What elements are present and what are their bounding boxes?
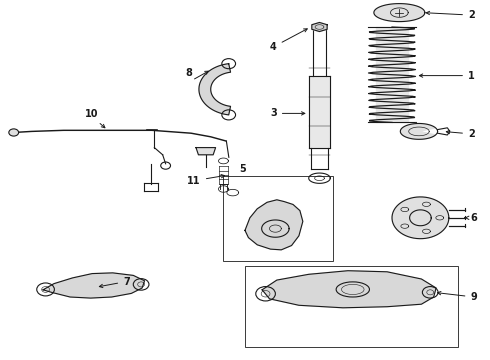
Text: 4: 4 <box>270 29 307 52</box>
Polygon shape <box>199 64 230 115</box>
Polygon shape <box>312 22 327 32</box>
Polygon shape <box>43 273 145 298</box>
Text: 3: 3 <box>270 108 305 118</box>
Polygon shape <box>262 271 436 308</box>
Text: 11: 11 <box>187 175 224 186</box>
Polygon shape <box>400 123 436 139</box>
Text: 7: 7 <box>99 276 130 288</box>
Text: 2: 2 <box>446 129 475 139</box>
Text: 1: 1 <box>419 71 475 81</box>
Text: 9: 9 <box>438 292 477 302</box>
Polygon shape <box>245 200 303 250</box>
Text: 10: 10 <box>85 109 99 119</box>
Polygon shape <box>309 76 330 148</box>
Polygon shape <box>196 148 216 155</box>
Text: 5: 5 <box>239 163 246 174</box>
Polygon shape <box>374 4 425 22</box>
Bar <box>245 266 458 347</box>
Circle shape <box>9 129 19 136</box>
Text: 8: 8 <box>186 68 193 78</box>
Text: 6: 6 <box>465 213 477 223</box>
Bar <box>223 176 333 261</box>
Polygon shape <box>392 197 449 239</box>
Text: 2: 2 <box>426 10 475 20</box>
